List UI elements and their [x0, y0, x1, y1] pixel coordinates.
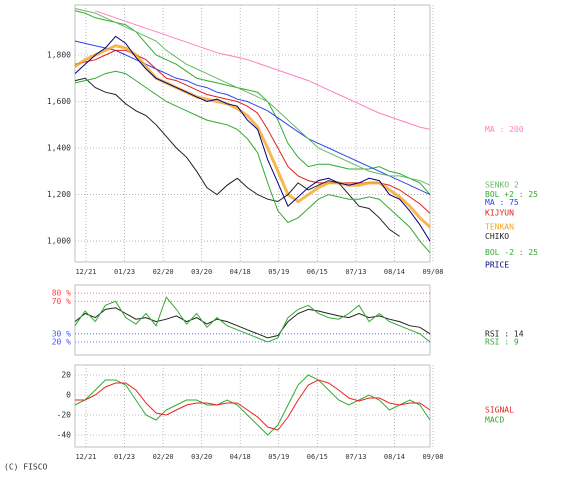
- series-line: [74, 374, 431, 436]
- legend-label: TENKAN: [485, 223, 514, 232]
- legend-label: RSI : 9: [485, 337, 519, 346]
- series-line: [74, 10, 431, 195]
- x-tick-label: 06/15: [307, 453, 328, 461]
- y-tick-label: 0: [66, 391, 71, 400]
- legend-label: SIGNAL: [485, 406, 514, 415]
- x-tick-label: 06/15: [307, 268, 328, 276]
- x-tick-label: 12/21: [75, 453, 96, 461]
- series-line: [75, 379, 431, 431]
- series-line: [74, 40, 431, 196]
- legend-label: MA : 200: [485, 125, 524, 134]
- series-line: [74, 70, 431, 254]
- legend-label: RSI : 14: [485, 329, 524, 338]
- series-line: [74, 35, 431, 242]
- y-tick-label: 1,400: [47, 144, 71, 153]
- y-tick-label: -20: [57, 411, 72, 420]
- legend-label: BOL -2 : 25: [485, 248, 538, 257]
- legend-label: MACD: [485, 416, 504, 425]
- legend-label: SENKO 2: [485, 181, 519, 190]
- legend-label: CHIKO: [485, 232, 509, 241]
- y-tick-label: 20: [61, 371, 71, 380]
- y-tick-label: 1,200: [47, 190, 71, 199]
- x-tick-label: 04/18: [230, 268, 251, 276]
- x-tick-label: 04/18: [230, 453, 251, 461]
- y-tick-label: 30 %: [52, 329, 71, 338]
- y-tick-label: 1,600: [47, 97, 71, 106]
- x-tick-label: 08/14: [384, 268, 405, 276]
- series-line: [74, 296, 431, 343]
- plot-frame: [74, 284, 431, 356]
- y-tick-label: -40: [57, 431, 72, 440]
- x-tick-label: 02/20: [153, 453, 174, 461]
- legend-label: KIJYUN: [485, 209, 514, 218]
- legend-label: MA : 75: [485, 198, 519, 207]
- x-tick-label: 07/13: [345, 453, 366, 461]
- x-tick-label: 02/20: [153, 268, 174, 276]
- series-line: [74, 77, 400, 237]
- series-line: [74, 44, 432, 229]
- y-tick-label: 80 %: [52, 289, 71, 298]
- plot-frame: [74, 364, 431, 448]
- x-tick-label: 05/19: [268, 268, 289, 276]
- x-tick-label: 05/19: [268, 453, 289, 461]
- series-line: [74, 8, 431, 186]
- legend-label: PRICE: [485, 261, 509, 270]
- y-tick-label: 70 %: [52, 297, 71, 306]
- x-tick-label: 03/20: [191, 268, 212, 276]
- x-tick-label: 07/13: [345, 268, 366, 276]
- legend-label: BOL +2 : 25: [485, 190, 538, 199]
- plot-frame: [74, 4, 431, 263]
- x-tick-label: 08/14: [384, 453, 405, 461]
- y-tick-label: 1,000: [47, 237, 71, 246]
- y-tick-label: 1,800: [47, 51, 71, 60]
- x-tick-label: 03/20: [191, 453, 212, 461]
- x-tick-label: 09/08: [422, 453, 443, 461]
- copyright: (C) FISCO: [4, 463, 48, 472]
- series-line: [74, 307, 431, 339]
- x-tick-label: 12/21: [75, 268, 96, 276]
- series-line: [95, 10, 431, 130]
- x-tick-label: 09/08: [422, 268, 443, 276]
- y-tick-label: 20 %: [52, 337, 71, 346]
- x-tick-label: 01/23: [114, 453, 135, 461]
- x-tick-label: 01/23: [114, 268, 135, 276]
